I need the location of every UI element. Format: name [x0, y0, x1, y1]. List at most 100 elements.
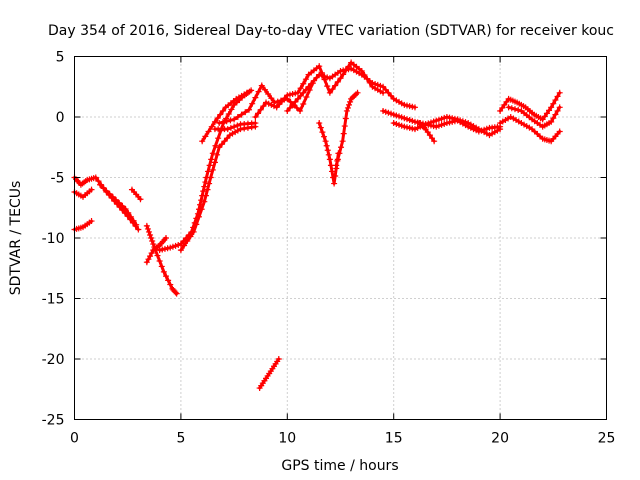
x-tick-label: 20	[491, 431, 509, 447]
data-point	[217, 111, 224, 118]
x-tick-label: 15	[385, 431, 403, 447]
data-point	[497, 126, 504, 133]
data-point	[252, 120, 259, 127]
data-point	[396, 113, 403, 120]
data-point	[276, 101, 283, 108]
data-point	[297, 107, 304, 114]
data-point	[231, 116, 238, 123]
data-point	[133, 221, 140, 228]
data-point	[265, 100, 272, 107]
data-point	[135, 226, 142, 233]
data-point	[231, 123, 238, 130]
data-point	[324, 83, 331, 90]
data-point	[261, 86, 268, 93]
data-point	[292, 98, 299, 105]
data-point	[219, 107, 226, 114]
data-point	[208, 156, 215, 163]
data-point	[406, 117, 413, 124]
data-point	[198, 197, 205, 204]
data-point	[160, 268, 167, 275]
data-point	[401, 115, 408, 122]
data-point	[300, 89, 307, 96]
data-point	[324, 74, 331, 81]
data-point	[119, 202, 126, 209]
data-point	[177, 241, 184, 248]
data-point	[265, 91, 272, 98]
data-point	[398, 122, 405, 129]
data-point	[284, 92, 291, 99]
data-point	[441, 114, 448, 121]
data-point	[202, 179, 209, 186]
data-point	[338, 144, 345, 151]
data-point	[156, 247, 163, 254]
data-point	[294, 89, 301, 96]
data-point	[543, 110, 550, 117]
data-point	[552, 97, 559, 104]
data-point	[154, 252, 161, 259]
data-point	[268, 95, 275, 102]
data-point	[454, 116, 461, 123]
data-point	[278, 98, 285, 105]
data-point	[205, 128, 212, 135]
data-point	[195, 213, 202, 220]
data-point	[88, 186, 95, 193]
data-point	[343, 107, 350, 114]
data-point	[331, 180, 338, 187]
data-points	[71, 59, 563, 392]
x-tick-label: 0	[70, 431, 79, 447]
series-arc-h	[156, 87, 255, 254]
data-point	[323, 142, 330, 149]
data-point	[550, 115, 557, 122]
data-point	[204, 186, 211, 193]
data-point	[234, 122, 241, 129]
data-point	[228, 106, 235, 113]
data-point	[257, 106, 264, 113]
data-point	[163, 235, 170, 241]
data-point	[550, 100, 557, 107]
series-arc-i	[177, 123, 259, 254]
series-arc-t	[497, 89, 563, 123]
x-axis-label: GPS time / hours	[281, 458, 398, 474]
data-point	[422, 126, 429, 133]
data-point	[505, 104, 512, 111]
data-point	[234, 114, 241, 120]
y-tick-label: -10	[42, 231, 65, 247]
data-point	[438, 115, 445, 122]
data-point	[425, 120, 432, 127]
data-point	[208, 123, 215, 130]
series-arc-a	[71, 174, 142, 233]
data-point	[340, 67, 347, 74]
data-point	[457, 117, 464, 124]
data-point	[435, 122, 442, 129]
data-point	[292, 90, 299, 97]
chart-title: Day 354 of 2016, Sidereal Day-to-day VTE…	[48, 23, 614, 39]
data-point	[322, 138, 329, 145]
data-point	[372, 81, 379, 88]
data-point	[300, 80, 307, 87]
data-point	[438, 121, 445, 128]
data-point	[393, 120, 400, 127]
series-arc-m	[252, 59, 387, 120]
data-point	[281, 95, 288, 102]
data-point	[156, 257, 163, 264]
data-point	[271, 103, 277, 110]
data-point	[245, 106, 252, 113]
data-point	[430, 118, 437, 125]
data-point	[249, 100, 256, 107]
data-point	[100, 184, 107, 191]
data-point	[116, 199, 123, 206]
data-point	[258, 82, 265, 89]
data-point	[390, 120, 397, 127]
data-point	[305, 83, 312, 90]
data-point	[137, 196, 144, 203]
data-point	[406, 103, 413, 110]
data-point	[206, 162, 213, 169]
data-point	[321, 133, 328, 140]
series-arc-e	[128, 186, 144, 203]
data-point	[337, 68, 344, 75]
data-point	[209, 166, 216, 173]
data-point	[302, 86, 309, 93]
data-point	[409, 117, 416, 124]
data-point	[199, 138, 206, 145]
data-point	[214, 115, 221, 122]
